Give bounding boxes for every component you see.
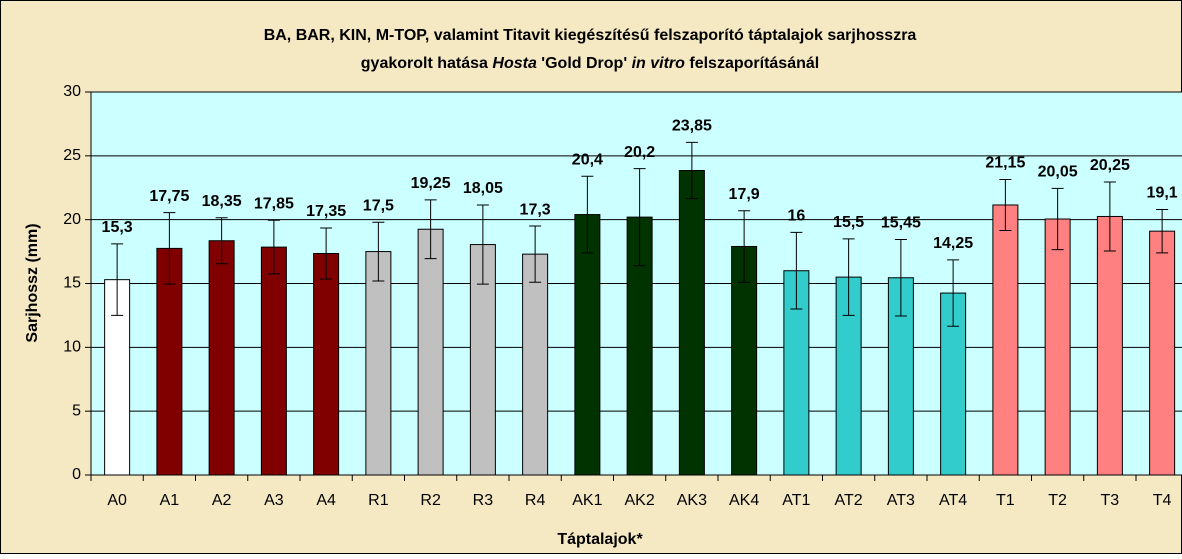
- y-tick-label: 25: [63, 147, 81, 164]
- bar: [313, 252, 340, 476]
- bar: [1149, 230, 1176, 476]
- x-tick-label: A2: [212, 492, 232, 509]
- data-label: 15,5: [833, 214, 864, 231]
- data-label: 17,3: [520, 201, 551, 218]
- bar: [1044, 218, 1071, 476]
- error-bar: [529, 225, 542, 283]
- error-bar: [633, 168, 646, 267]
- plot: 0 5 10 15 20 25 30 A0 15,3 A1 17,75 A2 18,35 A3 17,85 A…: [63, 83, 1182, 509]
- y-tick-label: 5: [72, 402, 81, 419]
- error-bar: [685, 141, 698, 200]
- error-bar: [163, 212, 176, 285]
- data-label: 20,2: [624, 144, 655, 161]
- data-label: 16: [787, 208, 805, 225]
- data-label: 15,45: [881, 215, 921, 232]
- bar: [574, 214, 601, 476]
- data-label: 18,35: [202, 193, 242, 210]
- data-label: 19,25: [411, 175, 451, 192]
- data-label: 17,75: [149, 188, 189, 205]
- y-tick-label: 30: [63, 83, 81, 100]
- error-bar: [476, 204, 489, 285]
- x-axis-title: Táptalajok*: [557, 531, 643, 548]
- x-tick-label: AK3: [677, 492, 707, 509]
- error-bar: [424, 199, 437, 260]
- data-label: 17,35: [306, 203, 346, 220]
- x-tick-label: T2: [1048, 492, 1067, 509]
- x-tick-label: R4: [525, 492, 546, 509]
- x-tick-label: R1: [368, 492, 389, 509]
- x-tick-label: A3: [264, 492, 284, 509]
- bar: [417, 228, 444, 476]
- y-tick-label: 10: [63, 339, 81, 356]
- y-tick-label: 15: [63, 275, 81, 292]
- bar: [678, 170, 705, 476]
- data-label: 15,3: [102, 219, 133, 236]
- data-label: 17,85: [254, 196, 294, 213]
- x-tick-label: T1: [996, 492, 1015, 509]
- x-tick-label: AK2: [625, 492, 655, 509]
- error-bar: [999, 178, 1012, 232]
- data-label: 23,85: [672, 118, 712, 135]
- data-label: 18,05: [463, 180, 503, 197]
- chart-title: BA, BAR, KIN, M-TOP, valamint Titavit ki…: [264, 27, 917, 44]
- x-tick-label: AK4: [729, 492, 759, 509]
- x-tick-label: AT1: [782, 492, 810, 509]
- y-tick-label: 20: [63, 211, 81, 228]
- error-bar: [1103, 181, 1116, 252]
- error-bar: [320, 227, 333, 280]
- x-tick-label: A4: [316, 492, 336, 509]
- error-bar: [267, 219, 280, 275]
- x-tick-label: T4: [1153, 492, 1172, 509]
- error-bar: [894, 238, 907, 317]
- bar: [522, 253, 549, 476]
- error-bar: [947, 259, 960, 327]
- x-tick-label: A0: [107, 492, 127, 509]
- data-label: 20,05: [1038, 164, 1078, 181]
- x-tick-label: AT4: [939, 492, 967, 509]
- error-bar: [215, 217, 228, 265]
- data-label: 21,15: [985, 155, 1025, 172]
- data-label: 17,5: [363, 197, 394, 214]
- x-tick-label: AK1: [572, 492, 602, 509]
- bar: [208, 240, 235, 476]
- x-tick-label: AT3: [887, 492, 915, 509]
- error-bar: [581, 175, 594, 254]
- x-tick-label: AT2: [835, 492, 863, 509]
- chart-title: gyakorolt hatása Hosta 'Gold Drop' in vi…: [361, 55, 819, 72]
- x-tick-label: R3: [473, 492, 494, 509]
- y-axis-title: Sarjhossz (mm): [24, 223, 41, 342]
- data-label: 17,9: [729, 186, 760, 203]
- bar: [731, 245, 758, 476]
- error-bar: [372, 221, 385, 282]
- x-tick-label: A1: [160, 492, 180, 509]
- y-tick-label: 0: [72, 466, 81, 483]
- data-label: 20,25: [1090, 157, 1130, 174]
- error-bar: [1051, 187, 1064, 251]
- bar: [365, 251, 392, 476]
- x-tick-label: R2: [420, 492, 441, 509]
- bar: [992, 204, 1019, 476]
- error-bar: [1156, 208, 1169, 254]
- x-tick-label: T3: [1101, 492, 1120, 509]
- data-label: 14,25: [933, 235, 973, 252]
- error-bar: [111, 243, 124, 316]
- data-label: 20,4: [572, 151, 603, 168]
- data-label: 19,1: [1147, 185, 1178, 202]
- error-bar: [790, 231, 803, 310]
- bar: [260, 246, 287, 476]
- error-bar: [842, 238, 855, 316]
- bar: [1096, 215, 1123, 476]
- error-bar: [738, 210, 751, 283]
